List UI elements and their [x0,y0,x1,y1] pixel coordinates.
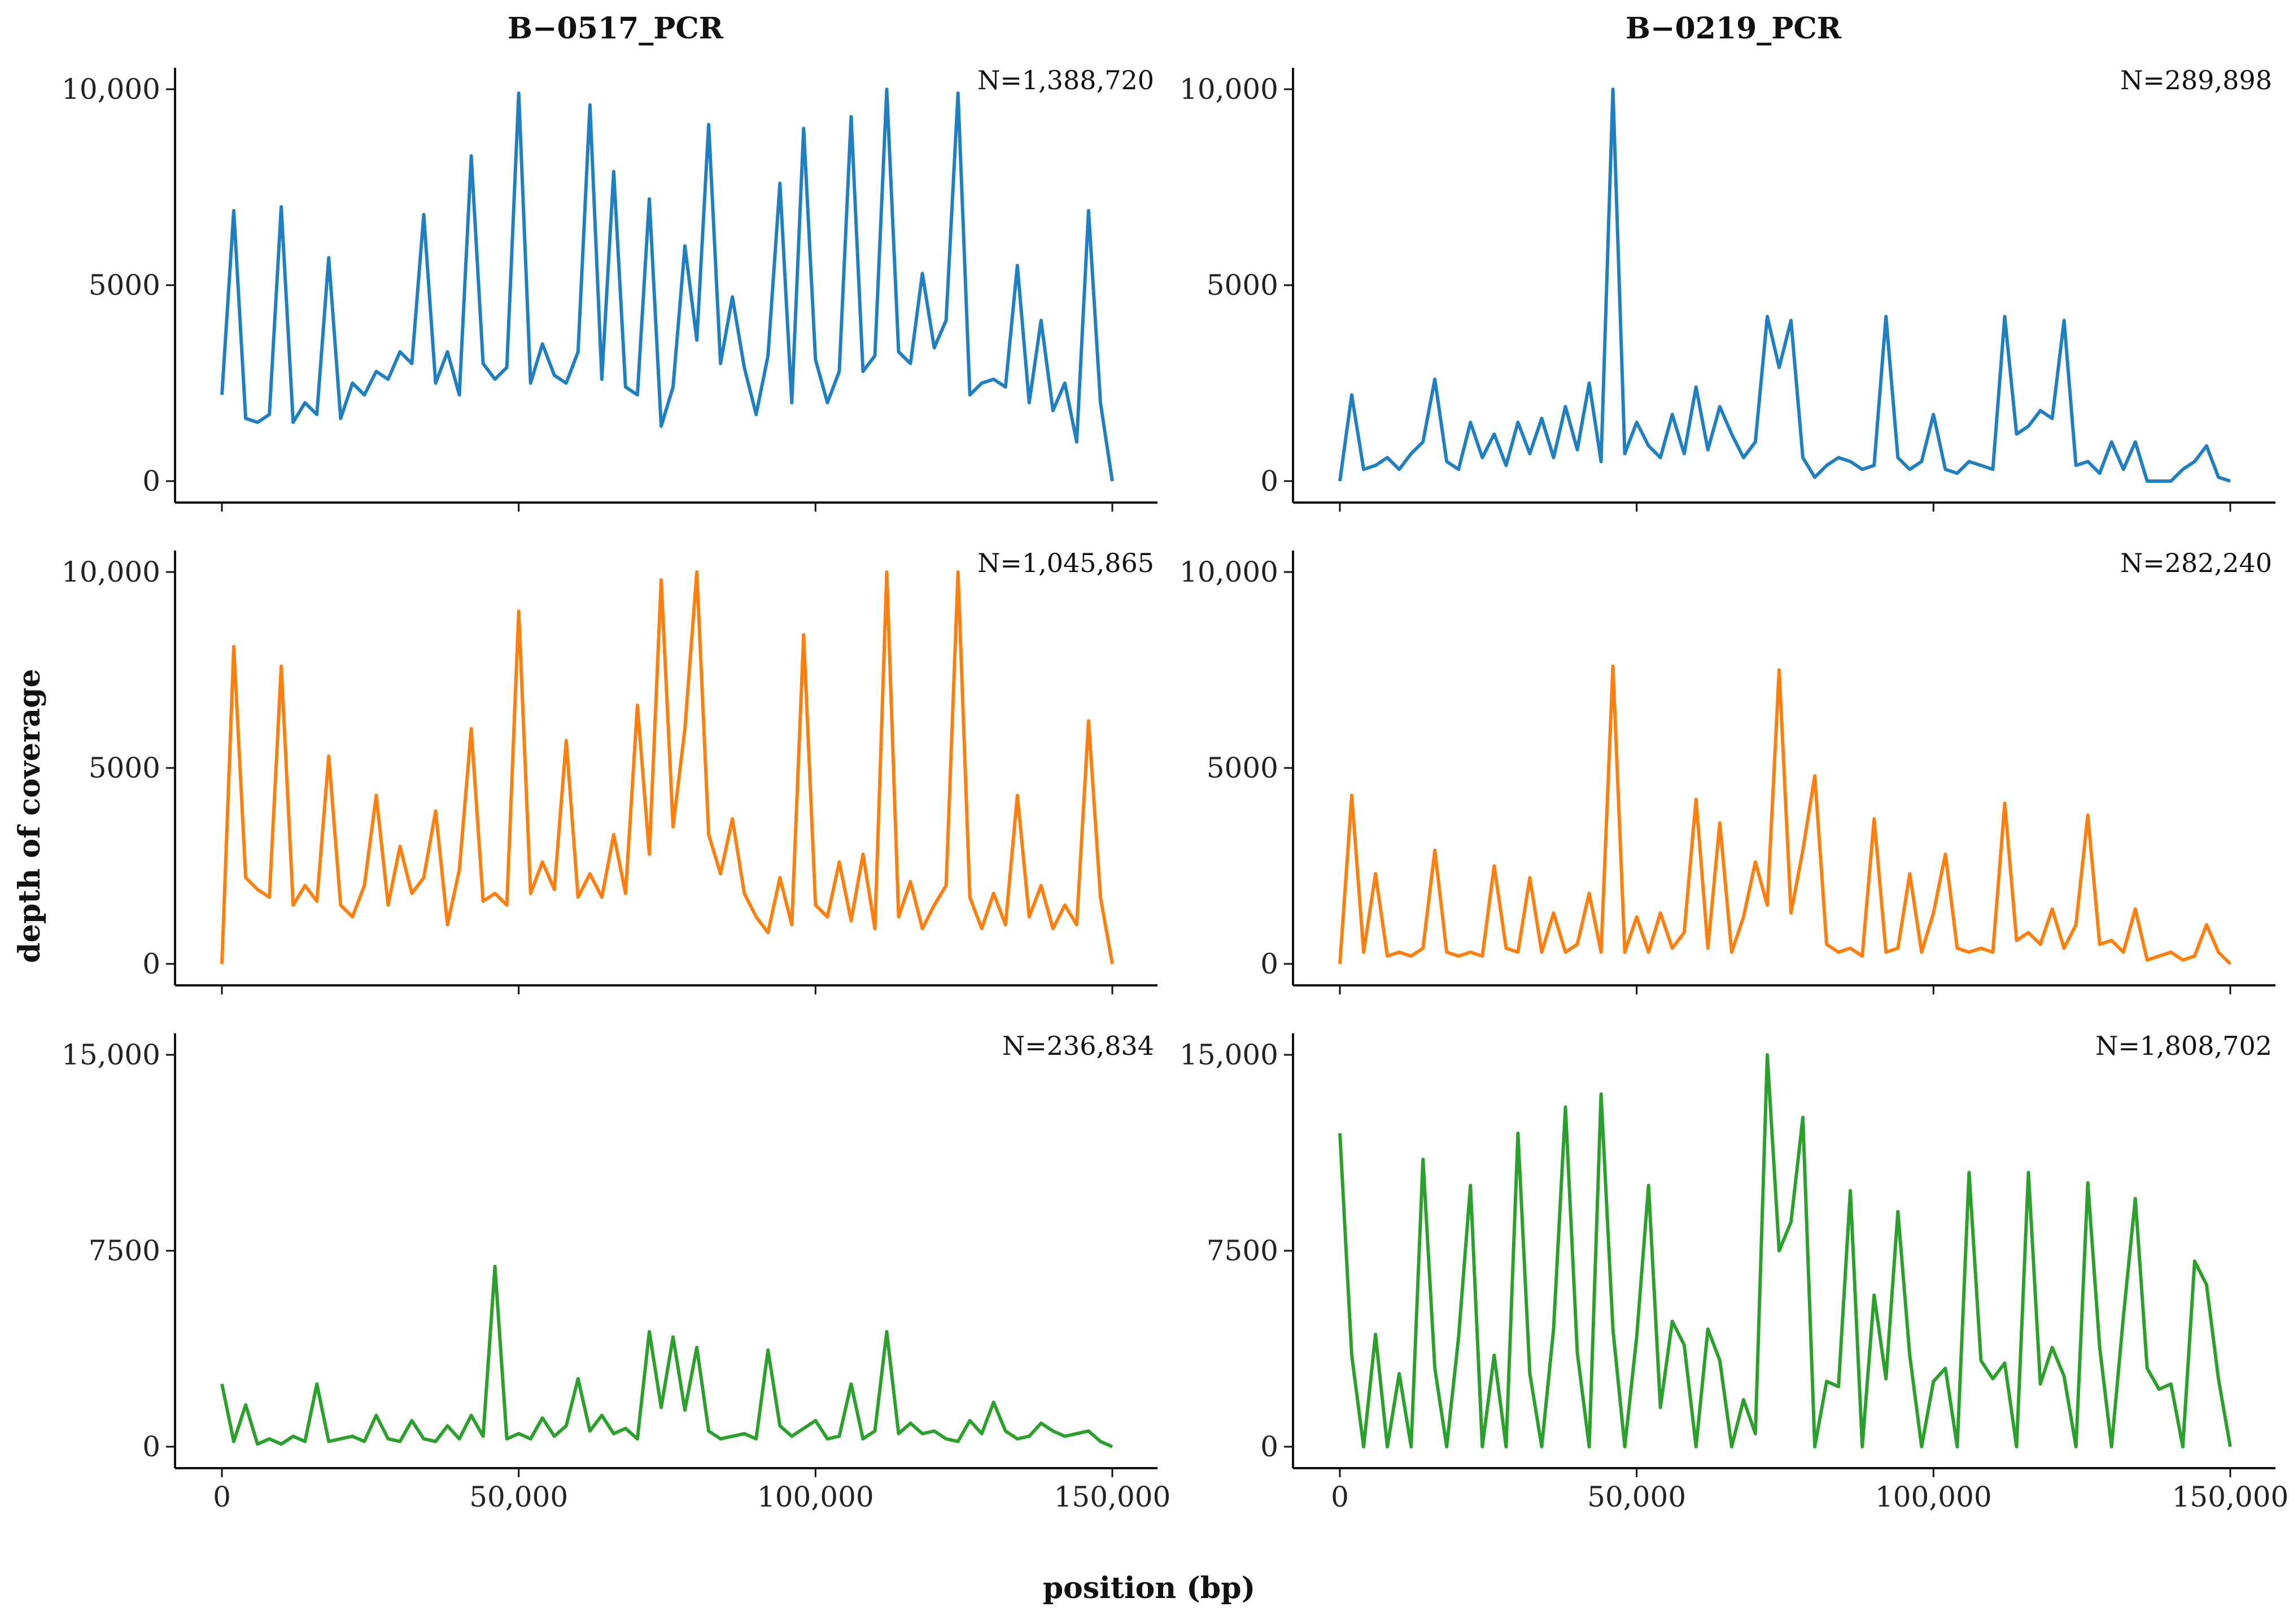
y-tick-label: 0 [1260,465,1278,497]
y-tick-label: 5000 [89,269,160,302]
panel-row3-col2: 0 7500 15,000 0 50,000 100,000 150,000 N=1,808,… [1180,1031,2288,1513]
x-tick-label: 100,000 [757,1481,874,1513]
y-tick-label: 5000 [1207,269,1278,302]
y-tick-label: 0 [142,465,160,497]
column-title-left: B−0517_PCR [508,11,724,46]
panel-row2-col1: 0 5000 10,000 N=1,045,865 [62,548,1157,994]
x-axis-title: position (bp) [1043,1571,1255,1605]
y-tick-label: 0 [1260,948,1278,980]
y-tick-label: 7500 [1207,1234,1278,1267]
y-tick-label: 0 [142,1430,160,1463]
y-tick-label: 10,000 [1180,556,1278,588]
panel-row1-col1: 0 5000 10,000 N=1,388,720 [62,65,1157,512]
panel-row2-col2: 0 5000 10,000 N=282,240 [1180,548,2275,994]
coverage-line [220,1264,1113,1448]
x-tick-label: 50,000 [1587,1481,1686,1513]
x-tick-label: 150,000 [1054,1481,1171,1513]
read-count-label: N=282,240 [2120,548,2272,578]
coverage-line [1338,1053,2232,1448]
y-tick-label: 15,000 [1180,1038,1278,1071]
y-tick-label: 0 [1260,1430,1278,1463]
coverage-line [1338,88,2231,483]
read-count-label: N=236,834 [1002,1031,1154,1061]
y-tick-label: 10,000 [1180,73,1278,106]
coverage-line [220,570,1114,964]
y-tick-label: 5000 [1207,752,1278,784]
x-tick-label: 50,000 [469,1481,568,1513]
y-tick-label: 10,000 [62,73,160,106]
panel-row1-col2: 0 5000 10,000 N=289,898 [1180,65,2275,512]
y-tick-label: 15,000 [62,1038,160,1071]
y-tick-label: 0 [142,948,160,980]
coverage-line [1338,664,2232,966]
column-title-right: B−0219_PCR [1626,11,1842,46]
read-count-label: N=1,388,720 [977,65,1154,95]
x-tick-label: 0 [213,1481,231,1513]
y-tick-label: 7500 [89,1234,160,1267]
read-count-label: N=1,808,702 [2095,1031,2272,1061]
read-count-label: N=1,045,865 [977,548,1154,578]
x-tick-label: 150,000 [2172,1481,2289,1513]
panels-group: 0 5000 10,000 N=1,388,720 0 5000 10,000 N=289,8… [62,65,2288,1513]
x-tick-label: 100,000 [1875,1481,1992,1513]
read-count-label: N=289,898 [2120,65,2272,95]
y-tick-label: 10,000 [62,556,160,588]
y-axis-title: depth of coverage [12,669,47,963]
panel-row3-col1: 0 7500 15,000 0 50,000 100,000 150,000 N=236,83… [62,1031,1170,1513]
y-tick-label: 5000 [89,752,160,784]
x-tick-label: 0 [1331,1481,1349,1513]
coverage-line [220,88,1114,482]
